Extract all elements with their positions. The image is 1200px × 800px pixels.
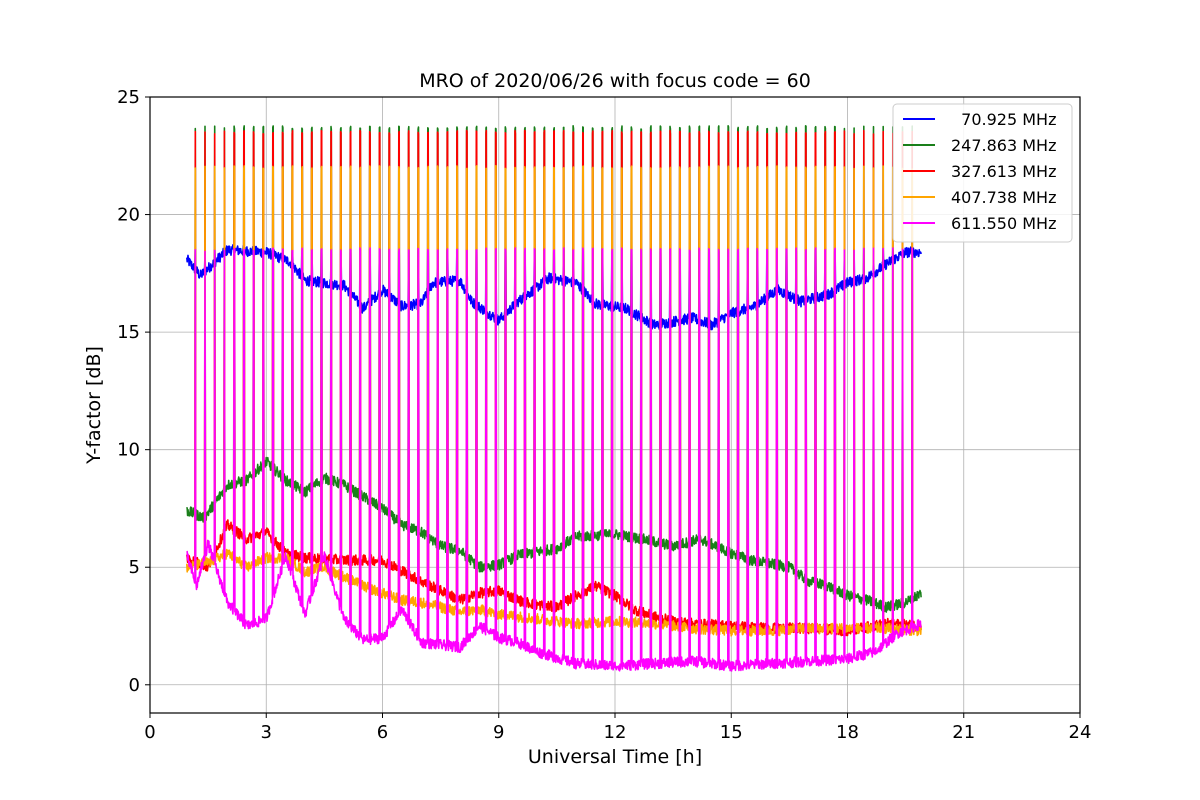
x-tick-label: 18 [836,722,859,743]
x-tick-label: 3 [261,722,272,743]
y-tick-label: 0 [129,675,140,696]
series-line [186,165,922,637]
series-line [186,247,922,672]
x-tick-label: 0 [144,722,155,743]
legend-entry: 247.863 MHz [951,136,1056,155]
series-line [186,125,922,613]
legend: 70.925 MHz 247.863 MHz 327.613 MHz 407.738 … [892,103,1073,243]
x-axis-label: Universal Time [h] [528,746,702,768]
series-layer [186,125,922,672]
legend-entry: 70.925 MHz [951,110,1056,129]
y-axis-label: Y-factor [dB] [83,346,105,465]
x-tick-label: 24 [1069,722,1092,743]
y-tick-label: 10 [117,440,140,461]
x-tick-label: 21 [952,722,975,743]
y-tick-label: 5 [129,557,140,578]
x-tick-label: 9 [493,722,504,743]
legend-box [892,103,1073,243]
x-tick-label: 15 [720,722,743,743]
legend-entry: 611.550 MHz [951,214,1056,233]
legend-entry: 407.738 MHz [951,188,1056,207]
x-tick-label: 12 [604,722,627,743]
y-tick-label: 20 [117,205,140,226]
x-tick-label: 6 [377,722,388,743]
y-tick-label: 25 [117,87,140,108]
y-tick-label: 15 [117,322,140,343]
axis-ticks: 0 3 6 9 12 15 18 21 24 0 5 10 15 20 25 [117,87,1091,743]
chart-title: MRO of 2020/06/26 with focus code = 60 [419,70,811,92]
legend-entry: 327.613 MHz [951,162,1056,181]
